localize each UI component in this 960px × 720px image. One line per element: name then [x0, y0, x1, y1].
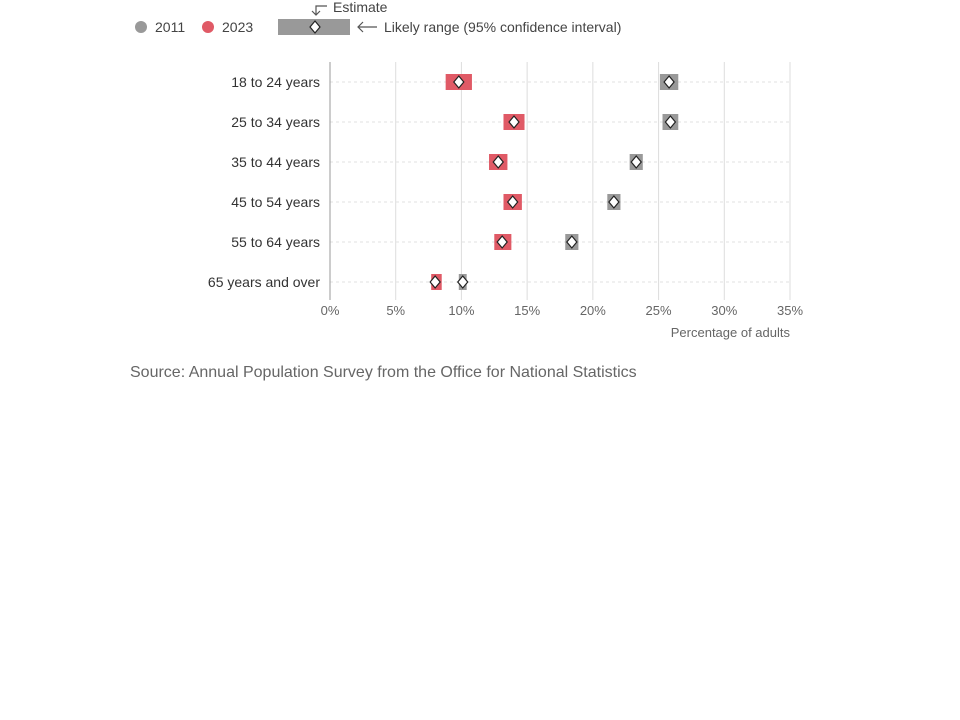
legend-estimate-diamond	[309, 20, 321, 34]
category-label: 65 years and over	[208, 274, 320, 290]
estimate-diamond-2023	[429, 275, 441, 289]
x-tick-label: 20%	[580, 303, 606, 318]
x-tick-label: 25%	[646, 303, 672, 318]
category-label: 25 to 34 years	[231, 114, 320, 130]
x-axis-title: Percentage of adults	[671, 325, 791, 340]
source-note: Source: Annual Population Survey from th…	[130, 364, 637, 381]
estimate-diamond-2011	[630, 155, 643, 169]
x-tick-label: 30%	[711, 303, 737, 318]
legend-marker-2011	[135, 21, 147, 33]
estimate-diamond-2023	[453, 75, 465, 89]
x-axis-ticks: 0% 5% 10% 15% 20% 25% 30% 35%	[321, 303, 804, 318]
estimate-diamond-2011	[608, 195, 620, 209]
estimate-diamond-2011	[664, 115, 677, 129]
estimate-diamond-2023	[496, 235, 508, 249]
estimate-diamond-2023	[508, 115, 520, 129]
data-marks	[429, 74, 679, 290]
category-label: 18 to 24 years	[231, 74, 320, 90]
range-arrow-icon	[357, 21, 377, 33]
category-label: 55 to 64 years	[231, 234, 320, 250]
x-tick-label: 35%	[777, 303, 803, 318]
legend-label-2011: 2011	[155, 19, 185, 35]
estimate-diamond-2011	[663, 75, 675, 89]
estimate-diamond-2023	[506, 195, 519, 209]
legend-marker-2023	[202, 21, 214, 33]
estimate-diamond-2011	[566, 235, 578, 249]
x-tick-label: 15%	[514, 303, 540, 318]
x-tick-label: 0%	[321, 303, 340, 318]
category-label: 45 to 54 years	[231, 194, 320, 210]
legend-label-2023: 2023	[222, 19, 253, 35]
legend-estimate-label: Estimate	[333, 0, 388, 15]
category-labels: 18 to 24 years 25 to 34 years 35 to 44 yea…	[208, 74, 320, 290]
x-tick-label: 10%	[448, 303, 474, 318]
x-tick-label: 5%	[386, 303, 405, 318]
legend: 2011 2023 Estimate Likely range (95% con…	[135, 0, 621, 35]
category-label: 35 to 44 years	[231, 154, 320, 170]
chart: 2011 2023 Estimate Likely range (95% con…	[135, 0, 804, 340]
estimate-diamond-2011	[456, 275, 469, 289]
gridlines	[330, 62, 791, 300]
legend-range-label: Likely range (95% confidence interval)	[384, 19, 621, 35]
estimate-diamond-2023	[492, 155, 505, 169]
estimate-arrow-icon	[311, 5, 327, 16]
